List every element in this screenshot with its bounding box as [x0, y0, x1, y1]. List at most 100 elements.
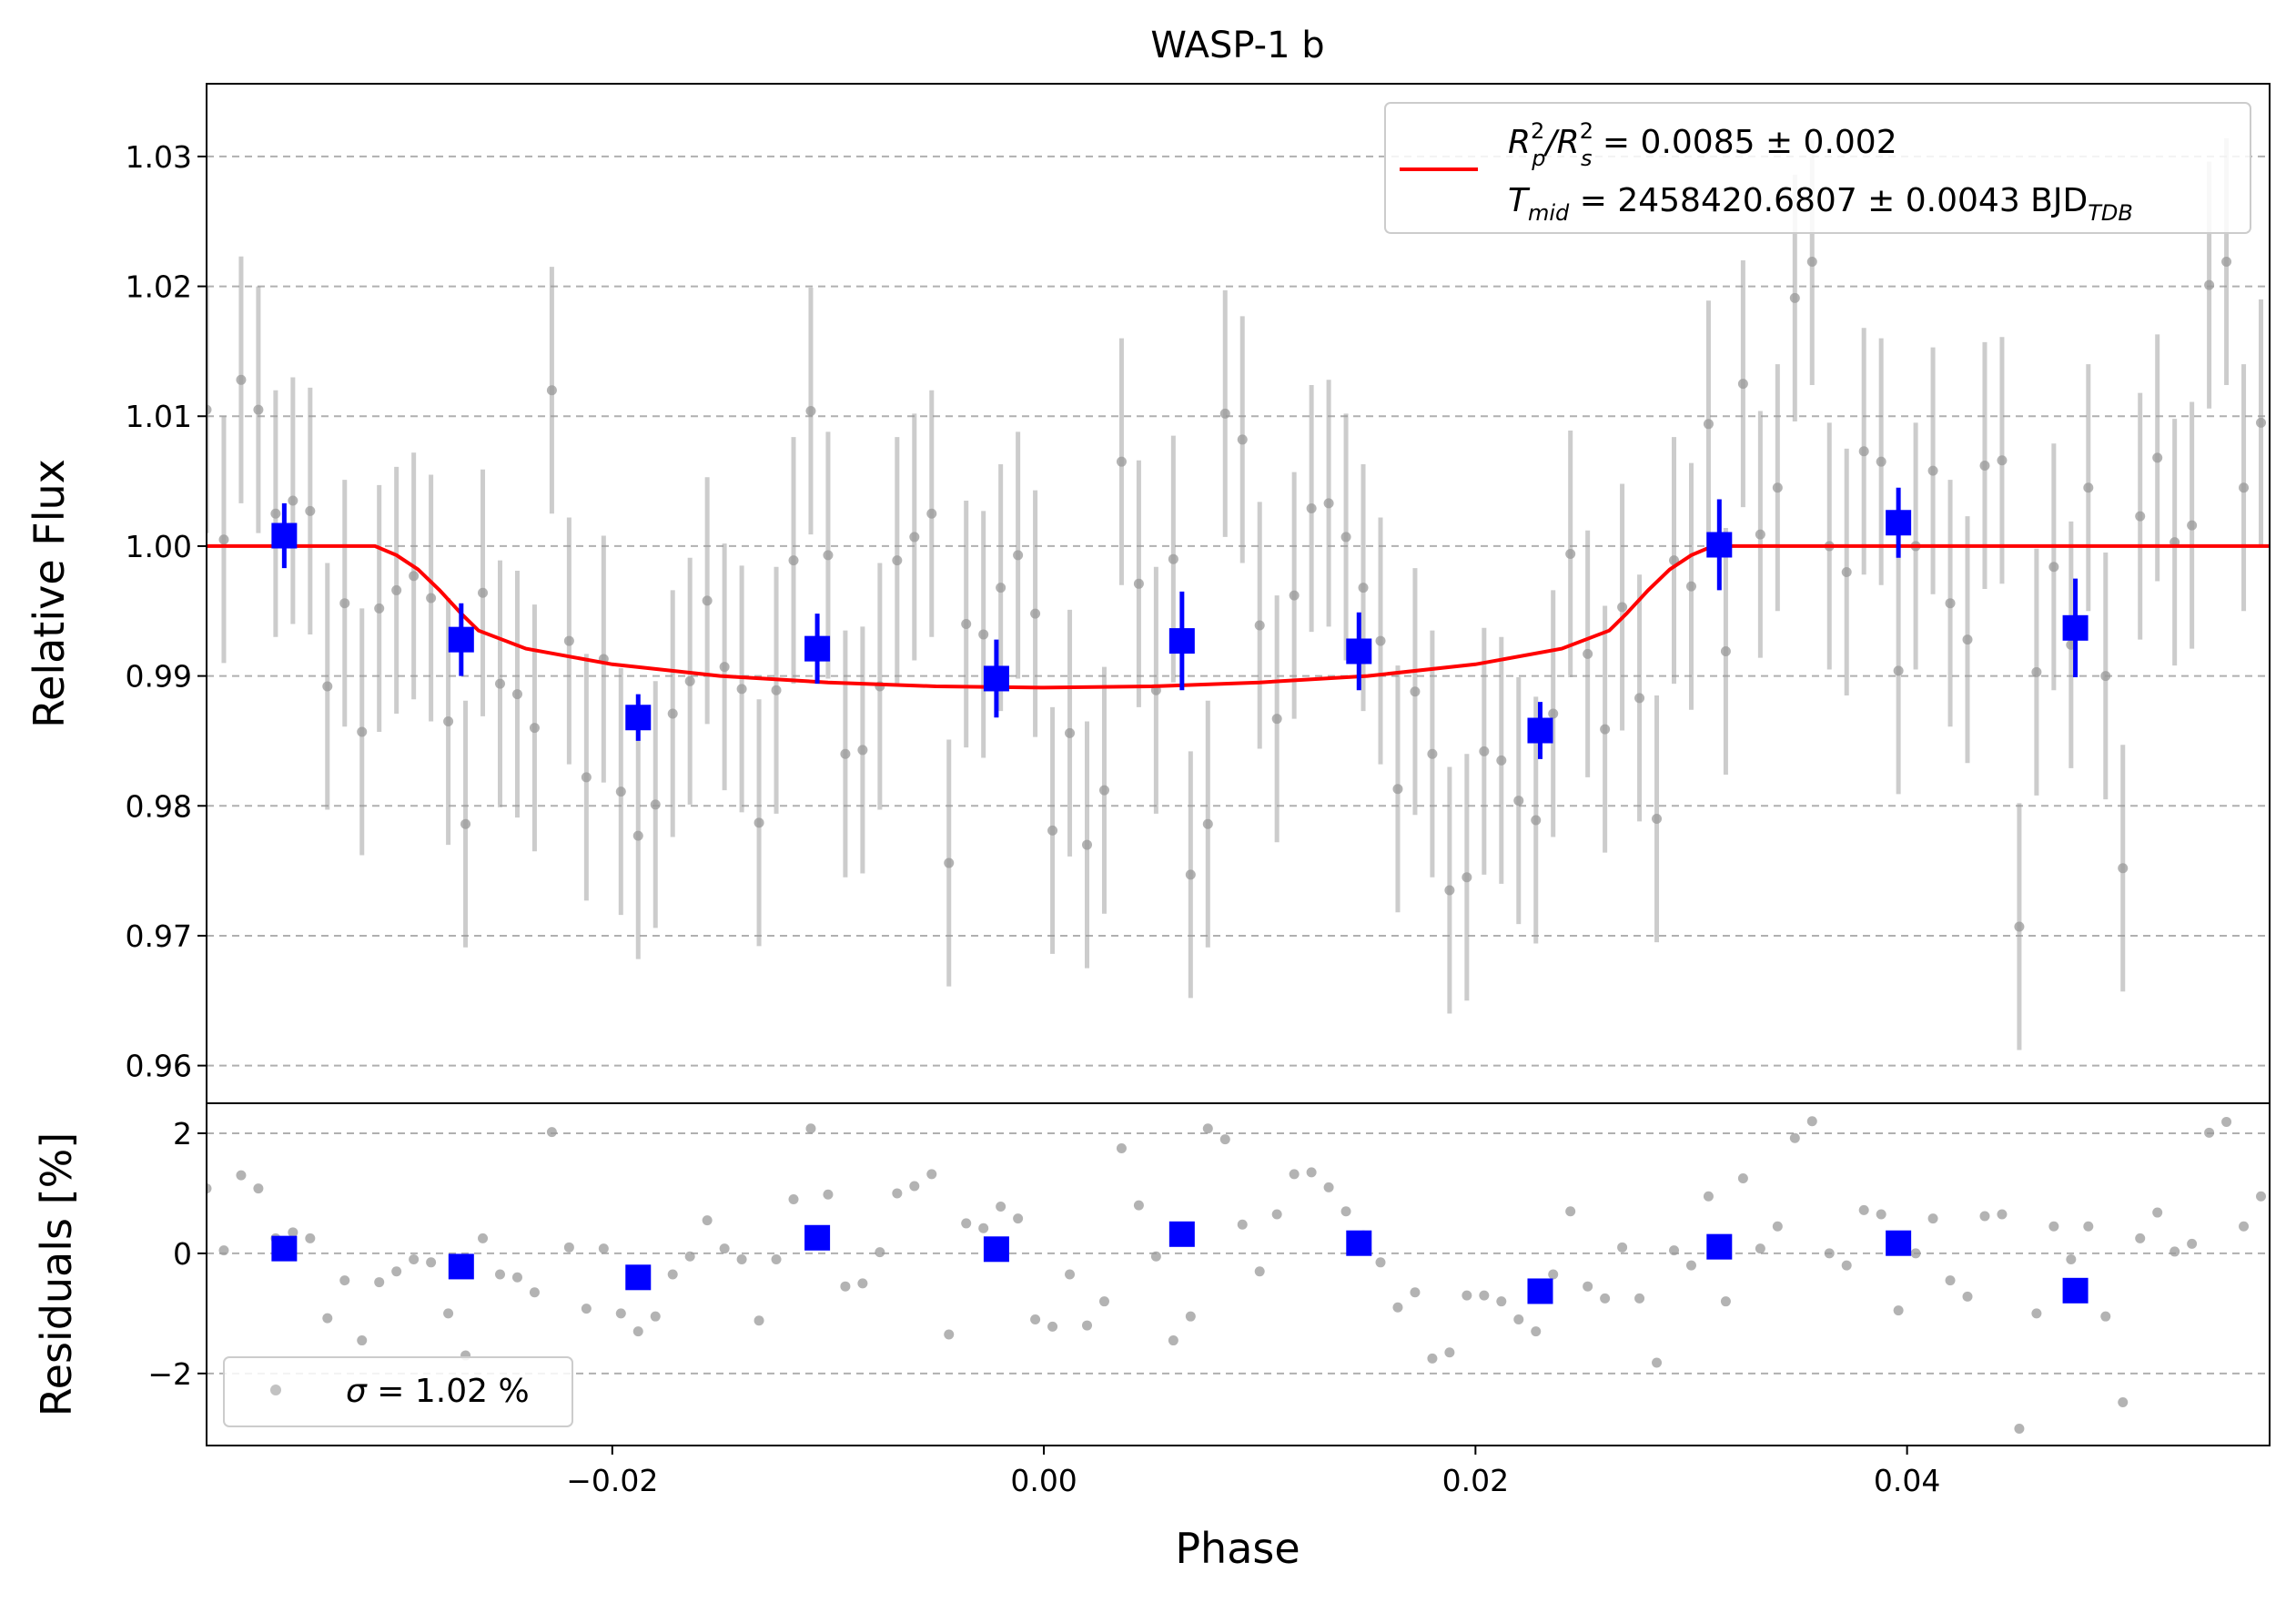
flux-raw-point: [2100, 671, 2111, 682]
flux-raw-point: [1219, 408, 1230, 419]
residuals-raw-point: [1652, 1357, 1663, 1368]
residuals-raw-point: [1462, 1290, 1472, 1301]
flux-raw-point: [391, 584, 402, 595]
flux-y-tick-label: 0.97: [126, 918, 192, 954]
flux-raw-point: [2083, 482, 2094, 493]
residuals-raw-point: [1185, 1311, 1196, 1322]
residuals-raw-point: [253, 1183, 264, 1194]
flux-raw-point: [1254, 620, 1265, 631]
flux-raw-point: [1410, 686, 1421, 697]
flux-y-tick-label: 0.98: [126, 788, 192, 824]
residuals-raw-point: [650, 1311, 661, 1322]
residuals-raw-point: [1496, 1296, 1507, 1307]
residuals-raw-point: [1289, 1169, 1300, 1180]
flux-binned-points: [271, 487, 2089, 759]
residuals-raw-point: [1082, 1320, 1093, 1331]
residuals-raw-point: [2170, 1246, 2180, 1257]
flux-binned-point: [448, 626, 474, 653]
residuals-raw-point: [667, 1269, 678, 1280]
flux-binned-point: [1706, 532, 1733, 558]
residuals-raw-point: [1703, 1191, 1714, 1202]
residuals-raw-point: [2239, 1221, 2250, 1232]
residuals-raw-point: [1669, 1245, 1680, 1256]
flux-raw-point: [1548, 708, 1559, 719]
residuals-raw-point: [736, 1254, 747, 1265]
residuals-raw-point: [1013, 1213, 1024, 1224]
x-axis-label: Phase: [1175, 1524, 1300, 1573]
residuals-raw-point: [1065, 1269, 1076, 1280]
residuals-raw-point: [1202, 1123, 1213, 1134]
residuals-raw-point: [823, 1189, 834, 1200]
flux-raw-point: [1600, 724, 1611, 735]
residuals-raw-point: [1375, 1257, 1386, 1268]
flux-raw-point: [1927, 465, 1938, 476]
flux-panel: 0.96 0.97 0.98 0.99 1.00 1.01 1.02 1.03 R2 p/R2 s…: [126, 83, 2271, 1104]
flux-binned-point: [1886, 510, 1912, 536]
flux-raw-point: [650, 799, 661, 810]
residuals-raw-point: [1168, 1335, 1178, 1346]
residuals-raw-point: [2152, 1207, 2163, 1218]
residuals-raw-point: [443, 1308, 454, 1319]
flux-raw-point: [1116, 456, 1127, 467]
flux-raw-point: [563, 635, 574, 646]
residuals-raw-point: [1841, 1260, 1852, 1271]
flux-binned-point: [625, 705, 652, 731]
flux-binned-point: [804, 635, 831, 662]
residuals-raw-point: [944, 1329, 955, 1340]
flux-raw-point: [1358, 583, 1369, 594]
y-axis-label-flux: Relative Flux: [25, 459, 74, 728]
residuals-legend-marker: [270, 1385, 281, 1395]
residuals-raw-point: [322, 1313, 333, 1324]
flux-raw-point: [719, 662, 730, 673]
flux-y-axis-ticks: 0.96 0.97 0.98 0.99 1.00 1.01 1.02 1.03: [126, 139, 207, 1084]
flux-raw-point: [2187, 520, 2198, 531]
residuals-raw-point: [1531, 1326, 1542, 1337]
flux-raw-point: [460, 818, 471, 829]
flux-raw-point: [426, 593, 437, 604]
flux-raw-point: [357, 726, 368, 737]
residuals-raw-point: [978, 1223, 989, 1233]
residuals-raw-point: [2048, 1221, 2059, 1232]
residuals-raw-point: [2204, 1127, 2215, 1138]
residuals-binned-points: [271, 1221, 2089, 1304]
residuals-raw-point: [1737, 1172, 1748, 1183]
flux-raw-point: [1082, 839, 1093, 850]
flux-raw-point: [1047, 825, 1058, 836]
residuals-raw-point: [1444, 1347, 1455, 1358]
flux-raw-point: [1703, 419, 1714, 430]
residuals-raw-point: [546, 1127, 557, 1138]
flux-raw-point: [961, 619, 972, 630]
flux-raw-point: [892, 555, 903, 566]
flux-raw-point: [1634, 693, 1645, 704]
flux-raw-point: [1513, 796, 1524, 807]
residuals-raw-point: [926, 1169, 937, 1180]
residuals-raw-point: [1116, 1142, 1127, 1153]
legend-radius-ratio: R2 p/R2 s = 0.0085 ± 0.002: [1508, 118, 1897, 171]
residuals-raw-point: [2256, 1191, 2267, 1202]
residuals-raw-point: [426, 1257, 437, 1268]
residuals-raw-point: [771, 1254, 782, 1265]
residuals-raw-point: [2083, 1221, 2094, 1232]
flux-raw-point: [1289, 590, 1300, 601]
flux-raw-point: [1737, 379, 1748, 390]
flux-raw-point: [1462, 872, 1472, 883]
residuals-raw-point: [305, 1233, 316, 1243]
flux-raw-point: [1427, 748, 1438, 759]
residuals-raw-point: [2031, 1308, 2042, 1319]
flux-raw-point: [1893, 665, 1904, 676]
chart-title: WASP-1 b: [1150, 25, 1324, 66]
residuals-raw-point: [1548, 1269, 1559, 1280]
residuals-raw-point: [1583, 1281, 1593, 1292]
residuals-binned-point: [271, 1235, 298, 1262]
residuals-binned-point: [1168, 1221, 1195, 1247]
flux-raw-point: [1237, 434, 1248, 445]
residuals-raw-point: [754, 1315, 764, 1326]
flux-raw-point: [2048, 562, 2059, 573]
flux-raw-point: [978, 629, 989, 640]
residuals-raw-point: [1772, 1221, 1783, 1232]
residuals-raw-point: [892, 1188, 903, 1199]
flux-raw-point: [1583, 648, 1593, 659]
flux-raw-point: [529, 723, 540, 734]
flux-raw-point: [1168, 553, 1178, 564]
residuals-raw-point: [2135, 1233, 2146, 1243]
